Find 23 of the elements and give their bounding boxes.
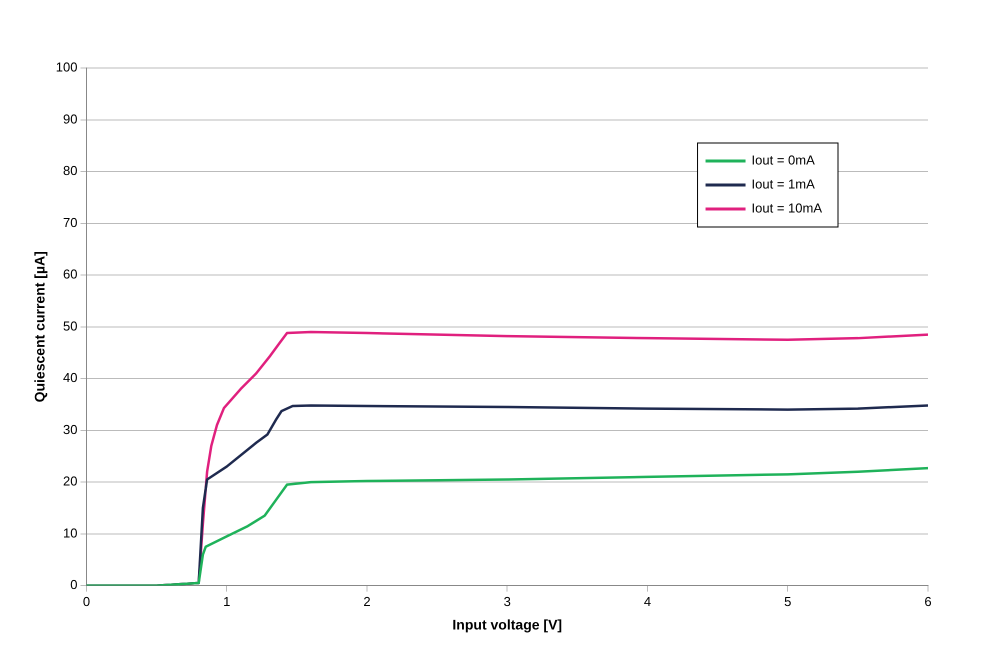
y-tick-label: 40 <box>63 370 78 386</box>
y-tick-label: 50 <box>63 318 78 334</box>
x-tick-label: 6 <box>924 594 932 609</box>
x-tick-label: 0 <box>82 594 90 609</box>
x-tick-label: 5 <box>784 594 792 609</box>
x-tick-label: 1 <box>223 594 230 609</box>
y-axis-title: Quiescent current [µA] <box>31 251 48 402</box>
y-tick-label: 20 <box>63 474 78 489</box>
y-tick-label: 60 <box>63 266 78 282</box>
x-tick-label: 4 <box>644 594 652 609</box>
y-tick-label: 80 <box>63 163 78 178</box>
y-tick-label: 10 <box>63 525 78 540</box>
y-tick-label: 0 <box>70 577 78 592</box>
x-axis-title: Input voltage [V] <box>452 616 562 632</box>
x-tick-label: 2 <box>363 594 371 609</box>
y-tick-label: 100 <box>56 60 78 75</box>
y-tick-label: 90 <box>63 111 78 126</box>
legend-label: Iout = 10mA <box>752 200 822 216</box>
x-tick-label: 3 <box>504 594 511 609</box>
y-tick-label: 70 <box>63 214 78 230</box>
y-tick-label: 30 <box>63 422 78 437</box>
legend-label: Iout = 0mA <box>752 152 816 168</box>
legend-label: Iout = 1mA <box>752 176 816 192</box>
